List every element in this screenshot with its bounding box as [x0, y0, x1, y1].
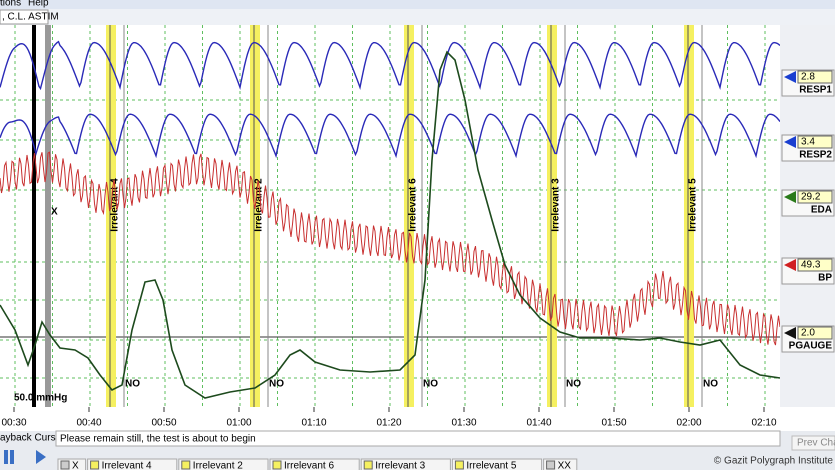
question-band	[684, 25, 694, 407]
question-label: Irrelevant 3	[551, 178, 562, 232]
tab-label: Irrelevant 2	[193, 461, 243, 470]
question-tab[interactable]	[451, 458, 543, 470]
resp2-trace	[0, 113, 781, 159]
channel-value-box	[797, 190, 833, 204]
channel-arrow	[784, 71, 796, 83]
channel-value: 2.0	[801, 328, 815, 339]
bp-trace	[0, 151, 781, 346]
channel-value-box	[797, 135, 833, 149]
question-band	[547, 25, 557, 407]
question-tab[interactable]	[269, 458, 360, 470]
answer-label: NO	[269, 379, 284, 390]
time-label: 01:20	[376, 418, 401, 429]
menu-item[interactable]: tions	[0, 0, 21, 9]
play-button[interactable]	[36, 450, 46, 464]
resp1-trace	[0, 40, 781, 91]
message-box	[55, 430, 781, 447]
question-band	[404, 25, 414, 407]
channel-value: 3.4	[801, 137, 815, 148]
answer-label: NO	[423, 379, 438, 390]
pause-gap	[8, 450, 10, 464]
question-label: Irrelevant 6	[408, 178, 419, 232]
time-label: 01:50	[601, 418, 626, 429]
time-label: 02:10	[751, 418, 776, 429]
tab-bar	[0, 9, 835, 25]
question-tab[interactable]	[543, 458, 578, 470]
tab-swatch	[181, 460, 191, 470]
eda-trace	[0, 50, 781, 399]
channel-value-box	[797, 326, 833, 340]
scale-label: 50.0 mmHg	[14, 393, 67, 404]
tab-swatch	[272, 460, 282, 470]
time-label: 00:50	[151, 418, 176, 429]
channel-name: RESP1	[799, 85, 832, 96]
tab-swatch	[60, 460, 70, 470]
channel-name: RESP2	[799, 150, 832, 161]
tab-label: Irrelevant 4	[102, 461, 152, 470]
channel-value: 2.8	[801, 72, 815, 83]
question-band	[250, 25, 260, 407]
channel-name: PGAUGE	[789, 341, 833, 352]
time-label: 00:40	[76, 418, 101, 429]
time-label: 01:30	[451, 418, 476, 429]
question-tab[interactable]	[87, 458, 178, 470]
answer-label: NO	[125, 379, 140, 390]
channel-name: BP	[818, 273, 832, 284]
time-label: 01:00	[226, 418, 251, 429]
tab-label: X	[72, 461, 79, 470]
question-label: Irrelevant 5	[688, 178, 699, 232]
channel-arrow	[784, 327, 796, 339]
prev-chart-button[interactable]	[791, 435, 835, 451]
question-tab[interactable]	[178, 458, 269, 470]
tab-swatch	[546, 460, 556, 470]
tab[interactable]	[0, 9, 49, 25]
answer-label: NO	[703, 379, 718, 390]
tab-label: Irrelevant 3	[375, 461, 425, 470]
channel-value-box	[797, 70, 833, 84]
answer-label: NO	[566, 379, 581, 390]
stimulus-marker: X	[51, 207, 58, 218]
copyright: © Gazit Polygraph Institute	[714, 456, 834, 467]
time-label: 01:10	[301, 418, 326, 429]
tab-swatch	[363, 460, 373, 470]
tab-swatch	[90, 460, 100, 470]
tab-swatch	[454, 460, 464, 470]
channel-name: EDA	[811, 205, 832, 216]
pretest-band	[45, 25, 51, 407]
menu-bar	[0, 0, 835, 9]
question-label: Irrelevant 4	[110, 178, 121, 232]
time-label: 01:40	[526, 418, 551, 429]
channel-arrow	[784, 136, 796, 148]
tab-label: , C.L. ASTIM	[2, 12, 59, 23]
question-tab[interactable]	[57, 458, 87, 470]
time-axis	[0, 407, 780, 431]
tab-label: Irrelevant 5	[466, 461, 516, 470]
channel-value: 29.2	[801, 192, 821, 203]
playback-label: ayback Cursor	[0, 433, 65, 444]
channel-arrow	[784, 259, 796, 271]
time-label: 02:00	[676, 418, 701, 429]
menu-item[interactable]: Help	[28, 0, 49, 9]
channel-value: 49.3	[801, 260, 821, 271]
message: Please remain still, the test is about t…	[60, 434, 256, 445]
time-label: 00:30	[1, 418, 26, 429]
channel-value-box	[797, 258, 833, 272]
question-tab[interactable]	[360, 458, 451, 470]
channel-arrow	[784, 191, 796, 203]
prev-chart-label: Prev Chart	[797, 438, 835, 449]
question-band	[106, 25, 116, 407]
pretest-line	[32, 25, 36, 407]
tab-label: Irrelevant 6	[284, 461, 334, 470]
tab-label: XX	[558, 461, 572, 470]
question-label: Irrelevant 2	[254, 178, 265, 232]
